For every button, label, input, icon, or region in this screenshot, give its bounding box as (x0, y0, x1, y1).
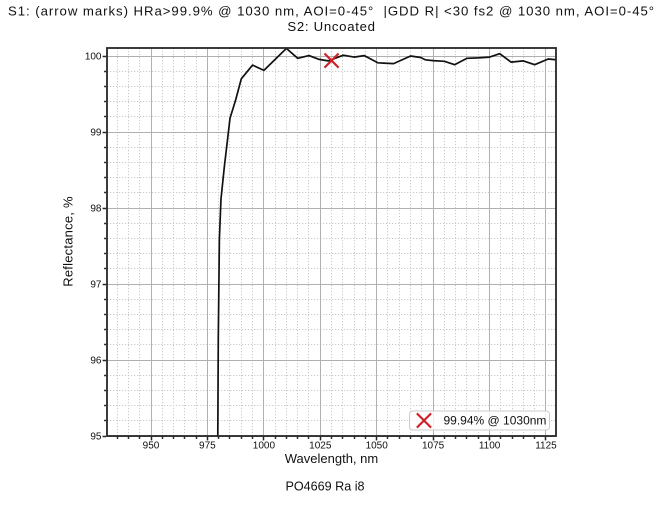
svg-text:99: 99 (90, 128, 102, 139)
svg-text:1075: 1075 (422, 441, 445, 452)
svg-text:1100: 1100 (479, 441, 501, 452)
svg-text:1025: 1025 (309, 441, 332, 452)
svg-text:97: 97 (90, 280, 102, 291)
svg-text:S2: Uncoated: S2: Uncoated (287, 19, 375, 34)
svg-text:975: 975 (199, 441, 216, 452)
svg-text:1000: 1000 (253, 441, 276, 452)
svg-text:95: 95 (90, 432, 102, 443)
svg-text:Reflectance, %: Reflectance, % (61, 196, 76, 287)
svg-text:Wavelength, nm: Wavelength, nm (285, 451, 378, 466)
svg-text:98: 98 (90, 204, 102, 215)
svg-text:1050: 1050 (366, 441, 389, 452)
svg-text:S1: (arrow marks) HRa>99.9% @: S1: (arrow marks) HRa>99.9% @ 1030 nm, A… (8, 3, 655, 18)
svg-text:950: 950 (143, 441, 160, 452)
svg-text:96: 96 (90, 356, 102, 367)
svg-text:99.94% @ 1030nm: 99.94% @ 1030nm (444, 414, 547, 428)
svg-text:1125: 1125 (535, 441, 557, 452)
svg-text:100: 100 (85, 52, 102, 63)
svg-text:PO4669 Ra i8: PO4669 Ra i8 (285, 480, 364, 494)
